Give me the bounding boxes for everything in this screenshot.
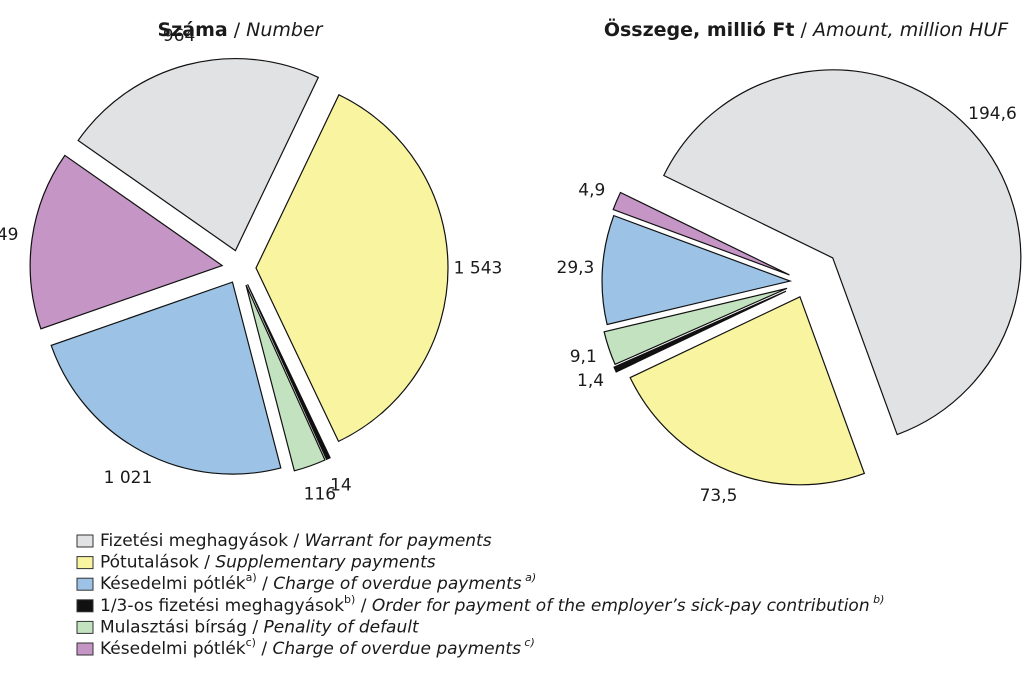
text-part: c) bbox=[246, 636, 256, 649]
text-part: / bbox=[256, 639, 273, 659]
rich-text: Összege, millió Ft / Amount, million HUF bbox=[604, 17, 1009, 41]
text-part: a) bbox=[522, 571, 537, 584]
text-part: Pótutalások / bbox=[100, 553, 215, 573]
pie-slice bbox=[247, 284, 331, 461]
pie-slice bbox=[603, 287, 788, 366]
text-part: Mulasztási bírság / bbox=[100, 617, 264, 637]
legend-swatch bbox=[76, 599, 94, 613]
text-part: Száma bbox=[158, 19, 228, 41]
pie-slice bbox=[613, 290, 787, 373]
text-part: Warrant for payments bbox=[305, 531, 492, 551]
pie-slice bbox=[662, 69, 1022, 436]
text-part: c) bbox=[521, 636, 535, 649]
text-part: / bbox=[257, 574, 274, 594]
pie-slice bbox=[601, 214, 793, 326]
legend-swatch bbox=[76, 534, 94, 548]
legend-swatch bbox=[76, 556, 94, 570]
text-part: / bbox=[355, 596, 372, 616]
text-part: Charge of overdue payments bbox=[273, 639, 522, 659]
data-label: 14 bbox=[330, 476, 352, 496]
rich-text: Fizetési meghagyások / Warrant for payme… bbox=[100, 531, 492, 551]
text-part: Charge of overdue payments bbox=[273, 574, 522, 594]
data-label: 194,6 bbox=[968, 104, 1017, 124]
text-part: Number bbox=[246, 19, 324, 41]
text-part: Order for payment of the employer’s sick… bbox=[372, 596, 870, 616]
legend-swatch bbox=[76, 642, 94, 656]
text-part: b) bbox=[870, 592, 885, 605]
data-label: 4,9 bbox=[578, 180, 605, 200]
rich-text: Mulasztási bírság / Penality of default bbox=[100, 617, 420, 637]
pie-slice bbox=[245, 284, 326, 472]
pie-slice bbox=[612, 191, 790, 276]
text-part: b) bbox=[344, 592, 355, 605]
pie-slice bbox=[255, 94, 449, 443]
text-part: Amount, million HUF bbox=[811, 19, 1009, 41]
rich-text: Száma / Number bbox=[158, 19, 324, 41]
text-part: a) bbox=[246, 571, 257, 584]
rich-text: 1/3-os fizetési meghagyásokb) / Order fo… bbox=[100, 592, 884, 616]
text-part: Összege, millió Ft bbox=[604, 17, 795, 41]
legend-swatch bbox=[76, 620, 94, 634]
data-label: 73,5 bbox=[700, 486, 738, 506]
data-label: 964 bbox=[163, 26, 195, 46]
legend-swatch bbox=[76, 577, 94, 591]
text-part: Késedelmi pótlék bbox=[100, 574, 246, 594]
data-label: 29,3 bbox=[557, 258, 595, 278]
data-label: 116 bbox=[304, 484, 336, 504]
text-part: / bbox=[794, 19, 812, 41]
data-label: 9,1 bbox=[570, 347, 597, 367]
text-part: Supplementary payments bbox=[215, 553, 435, 573]
data-label: 649 bbox=[0, 225, 18, 245]
text-part: 1/3-os fizetési meghagyások bbox=[100, 596, 344, 616]
rich-text: Késedelmi pótlékc) / Charge of overdue p… bbox=[100, 636, 535, 660]
data-label: 1,4 bbox=[577, 371, 604, 391]
data-label: 1 021 bbox=[104, 468, 153, 488]
text-part: Fizetési meghagyások / bbox=[100, 531, 305, 551]
pie-slice bbox=[77, 58, 320, 252]
text-part: Késedelmi pótlék bbox=[100, 639, 246, 659]
text-part: Penality of default bbox=[264, 617, 420, 637]
pie-slice bbox=[29, 154, 224, 330]
text-part: / bbox=[228, 19, 246, 41]
pie-slice bbox=[629, 295, 866, 486]
rich-text: Pótutalások / Supplementary payments bbox=[100, 553, 436, 573]
data-label: 1 543 bbox=[454, 258, 503, 278]
pie-slice bbox=[50, 281, 282, 475]
rich-text: Késedelmi pótléka) / Charge of overdue p… bbox=[100, 571, 536, 595]
